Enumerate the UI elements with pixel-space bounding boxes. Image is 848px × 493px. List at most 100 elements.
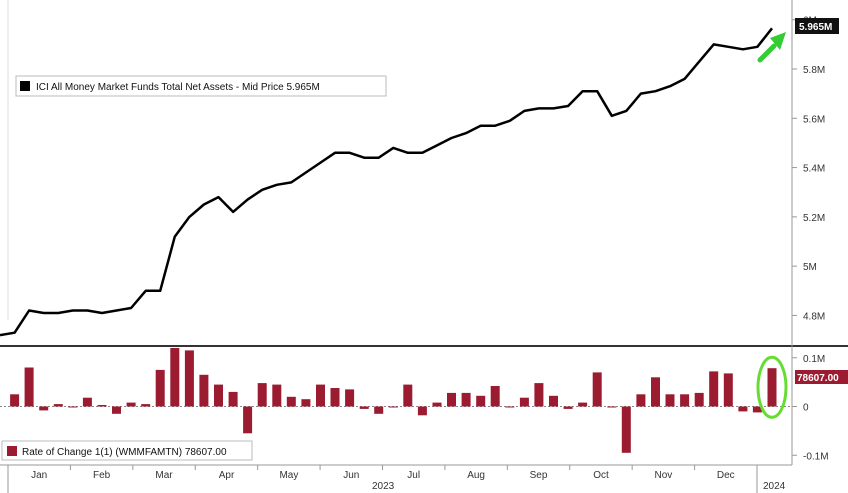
bottom-y-tick-label: -0.1M bbox=[803, 451, 829, 462]
year-label-2023: 2023 bbox=[372, 481, 395, 492]
arrow-shaft bbox=[757, 43, 777, 63]
roc-bar bbox=[767, 368, 777, 407]
bottom-legend-swatch bbox=[7, 446, 17, 456]
roc-bar bbox=[490, 386, 500, 407]
arrow-head bbox=[770, 32, 786, 50]
top-last-value: 5.965M bbox=[799, 22, 832, 33]
bottom-y-tick-label: 0 bbox=[803, 403, 809, 414]
x-month-label: May bbox=[279, 470, 298, 481]
top-y-tick-label: 5.6M bbox=[803, 114, 825, 125]
roc-bar bbox=[243, 406, 253, 434]
roc-bar bbox=[170, 348, 180, 407]
roc-bar bbox=[752, 406, 762, 413]
roc-bar bbox=[388, 406, 398, 408]
roc-bars bbox=[10, 348, 777, 453]
roc-bar bbox=[374, 406, 384, 414]
roc-bar bbox=[301, 399, 311, 407]
bottom-flag-bg bbox=[795, 370, 848, 384]
roc-bar bbox=[665, 394, 675, 407]
roc-bar bbox=[68, 406, 78, 408]
roc-bar bbox=[345, 389, 355, 407]
roc-bar bbox=[505, 406, 515, 408]
roc-bar bbox=[286, 396, 296, 407]
roc-bar bbox=[199, 374, 209, 407]
roc-bar bbox=[447, 392, 456, 407]
roc-bar bbox=[82, 397, 92, 407]
roc-bar bbox=[155, 369, 165, 407]
x-month-label: Feb bbox=[93, 470, 111, 481]
roc-bar bbox=[476, 395, 486, 407]
x-month-label: Jan bbox=[31, 470, 47, 481]
roc-bar bbox=[607, 406, 617, 408]
roc-bar bbox=[709, 371, 719, 407]
bottom-y-axis: 0.1M 0 -0.1M bbox=[792, 354, 829, 462]
roc-bar bbox=[112, 406, 121, 414]
bottom-legend-box bbox=[1, 440, 253, 461]
x-month-label: Jun bbox=[343, 470, 359, 481]
roc-bar bbox=[184, 350, 194, 407]
bottom-last-value: 78607.00 bbox=[797, 373, 839, 384]
top-legend: ICI All Money Market Funds Total Net Ass… bbox=[15, 75, 387, 97]
top-legend-swatch bbox=[20, 81, 30, 91]
x-month-label: Dec bbox=[717, 470, 735, 481]
top-y-tick-label: 5.4M bbox=[803, 164, 825, 175]
roc-bar bbox=[636, 394, 646, 407]
net-assets-line bbox=[0, 27, 773, 337]
top-flag-bg bbox=[795, 18, 839, 34]
roc-bar bbox=[549, 395, 558, 407]
x-month-label: Sep bbox=[530, 470, 548, 481]
roc-bar bbox=[214, 384, 223, 407]
roc-bar bbox=[738, 406, 748, 412]
roc-bar bbox=[141, 404, 151, 407]
x-month-label: Oct bbox=[593, 470, 609, 481]
roc-bar bbox=[359, 406, 369, 409]
top-y-tick-label: 5.8M bbox=[803, 65, 825, 76]
roc-bar bbox=[563, 406, 573, 409]
roc-bar bbox=[578, 402, 588, 407]
roc-bar bbox=[126, 402, 136, 407]
top-legend-label: ICI All Money Market Funds Total Net Ass… bbox=[36, 82, 320, 93]
top-y-tick-label: 4.8M bbox=[803, 311, 825, 322]
x-axis: Jan Feb Mar Apr May Jun Jul Aug Sep Oct Nov Dec bbox=[7, 465, 735, 481]
roc-bar bbox=[228, 391, 238, 407]
roc-bar bbox=[53, 404, 63, 407]
x-month-label: Nov bbox=[655, 470, 673, 481]
roc-bar bbox=[10, 394, 20, 407]
bottom-last-value-flag: 78607.00 bbox=[795, 370, 848, 384]
roc-bar bbox=[257, 383, 267, 407]
roc-bar bbox=[680, 394, 690, 407]
roc-bar bbox=[272, 384, 282, 407]
roc-bar bbox=[694, 392, 704, 407]
roc-bar bbox=[621, 406, 631, 453]
roc-bar bbox=[534, 383, 544, 407]
roc-bar bbox=[97, 405, 107, 407]
bottom-legend: Rate of Change 1(1) (WMMFAMTN) 78607.00 bbox=[1, 440, 253, 461]
year-label-2024: 2024 bbox=[763, 481, 786, 492]
top-y-tick-label: 5M bbox=[803, 262, 817, 273]
x-month-label: Jul bbox=[407, 470, 420, 481]
last-bar-highlight bbox=[756, 355, 788, 419]
roc-bar bbox=[24, 367, 34, 407]
roc-bar bbox=[417, 406, 427, 416]
roc-bar bbox=[723, 373, 733, 407]
top-legend-box bbox=[15, 75, 387, 97]
roc-bar bbox=[519, 397, 529, 407]
bottom-y-tick-label: 0.1M bbox=[803, 354, 825, 365]
green-arrow-annotation bbox=[757, 32, 786, 63]
roc-bar bbox=[330, 388, 340, 407]
x-month-label: Mar bbox=[155, 470, 173, 481]
roc-bar bbox=[403, 384, 413, 407]
top-last-value-flag: 5.965M bbox=[795, 18, 839, 34]
top-y-tick-label: 5.2M bbox=[803, 213, 825, 224]
roc-bar bbox=[592, 372, 602, 407]
roc-bar bbox=[461, 392, 471, 407]
roc-bar bbox=[651, 377, 660, 407]
x-month-label: Aug bbox=[467, 470, 485, 481]
roc-bar bbox=[432, 402, 442, 407]
roc-bar bbox=[316, 384, 325, 407]
bottom-legend-label: Rate of Change 1(1) (WMMFAMTN) 78607.00 bbox=[22, 447, 227, 458]
x-month-label: Apr bbox=[219, 470, 235, 481]
roc-bar bbox=[39, 406, 49, 411]
